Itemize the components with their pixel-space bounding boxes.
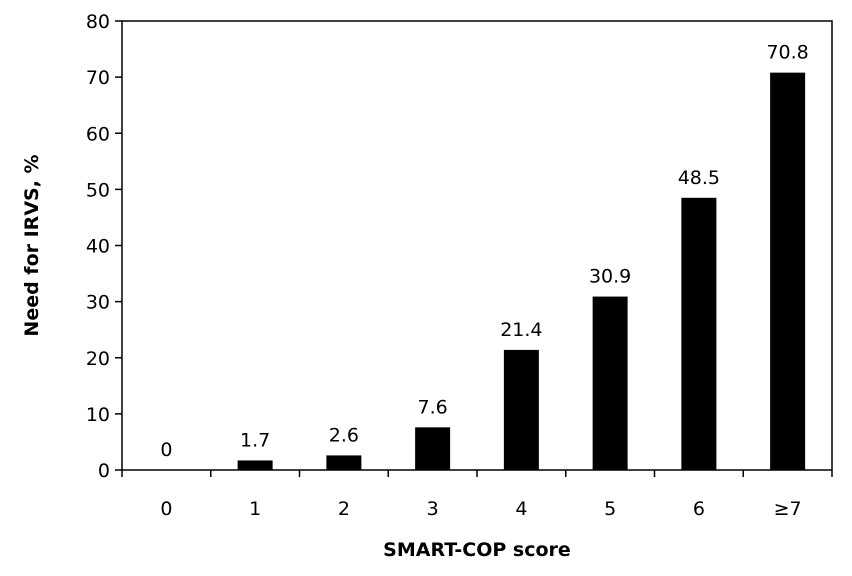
data-labels: 0 1.7 2.6 7.6 21.4 30.9 48.5 70.8: [160, 42, 808, 461]
bar: [770, 72, 806, 470]
bar-value-label: 21.4: [500, 319, 542, 341]
x-tick-label: 2: [338, 498, 350, 520]
bar-value-label: 0: [160, 439, 172, 461]
y-tick-label: 80: [86, 11, 110, 33]
bar-value-label: 30.9: [589, 266, 631, 288]
bars: [237, 72, 806, 470]
y-tick-label: 30: [86, 292, 110, 314]
bar: [237, 460, 273, 470]
y-axis-ticks: 0 10 20 30 40 50 60 70 80: [86, 11, 122, 482]
bar: [503, 349, 539, 470]
y-tick-label: 20: [86, 348, 110, 370]
y-axis-title: Need for IRVS, %: [21, 154, 43, 336]
y-tick-label: 0: [98, 460, 110, 482]
x-tick-label: 1: [249, 498, 261, 520]
x-tick-label: 3: [427, 498, 439, 520]
x-tick-label: 6: [693, 498, 705, 520]
y-tick-label: 50: [86, 179, 110, 201]
bar: [681, 197, 717, 470]
plot-area: [121, 20, 833, 471]
x-tick-label: ≥7: [774, 498, 802, 520]
bar: [326, 455, 362, 470]
bar-value-label: 2.6: [329, 424, 359, 446]
bar-value-label: 70.8: [766, 42, 808, 64]
bar: [592, 296, 628, 470]
y-tick-label: 70: [86, 67, 110, 89]
x-tick-label: 5: [604, 498, 616, 520]
bar-value-label: 48.5: [678, 167, 720, 189]
bar: [415, 427, 451, 470]
x-axis-title: SMART-COP score: [383, 539, 571, 561]
x-tick-label: 0: [160, 498, 172, 520]
bar-value-label: 7.6: [418, 396, 448, 418]
y-tick-label: 60: [86, 123, 110, 145]
x-tick-label: 4: [515, 498, 527, 520]
bar-value-label: 1.7: [240, 429, 270, 451]
x-axis-ticks: 0 1 2 3 4 5 6 ≥7: [121, 470, 833, 520]
y-tick-label: 10: [86, 404, 110, 426]
y-tick-label: 40: [86, 236, 110, 258]
